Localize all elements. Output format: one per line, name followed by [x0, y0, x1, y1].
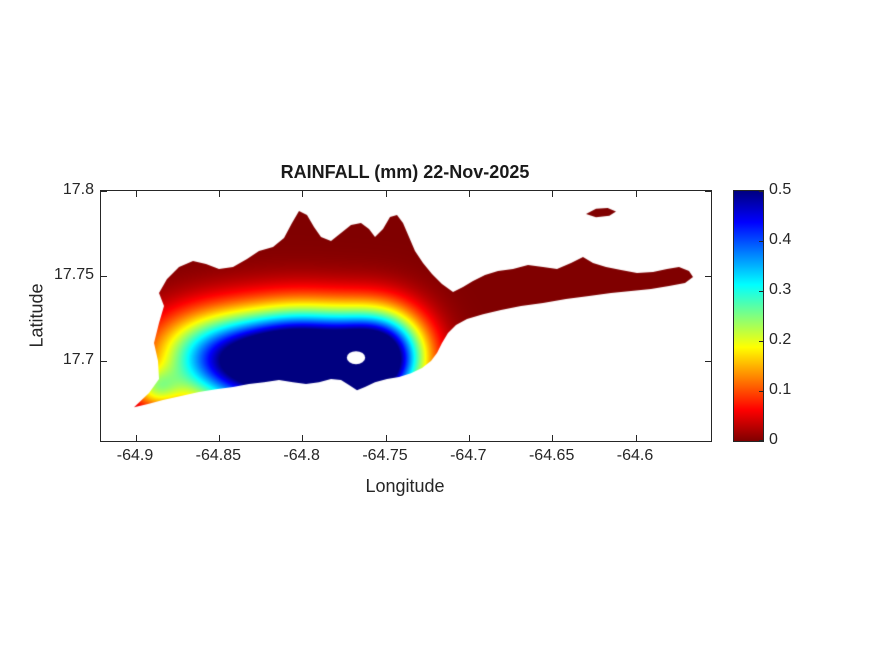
colorbar-tick-label: 0 [769, 431, 778, 448]
colorbar-tick-label: 0.1 [769, 381, 792, 398]
axis-tick-mark [385, 435, 387, 441]
colorbar [733, 190, 764, 442]
axis-tick-mark [302, 191, 304, 197]
chart-title: RAINFALL (mm) 22-Nov-2025 [280, 162, 530, 182]
axis-tick-mark [218, 435, 220, 441]
colorbar-tick-label: 0.2 [769, 331, 792, 348]
axis-tick-mark [759, 340, 763, 342]
x-tick-label: -64.8 [283, 447, 320, 464]
rainfall-map-canvas [101, 191, 711, 441]
colorbar-tick-label: 0.3 [769, 281, 792, 298]
axis-tick-mark [759, 290, 763, 292]
axis-tick-mark [705, 360, 711, 362]
plot-area [100, 190, 712, 442]
axis-tick-mark [101, 191, 107, 192]
axis-tick-mark [385, 191, 387, 197]
axis-tick-mark [101, 360, 107, 362]
y-tick-label: 17.75 [53, 266, 94, 284]
axis-tick-mark [759, 191, 763, 192]
axis-tick-mark [552, 435, 554, 441]
axis-tick-mark [468, 435, 470, 441]
axis-tick-mark [635, 191, 637, 197]
axis-tick-mark [635, 435, 637, 441]
x-tick-label: -64.7 [450, 447, 487, 464]
colorbar-gradient [734, 191, 763, 441]
x-tick-label: -64.9 [116, 447, 154, 464]
axis-tick-mark [468, 191, 470, 197]
y-tick-label: 17.7 [62, 351, 94, 369]
axis-tick-mark [302, 435, 304, 441]
axis-tick-mark [101, 275, 107, 277]
colorbar-tick-label: 0.4 [769, 231, 792, 248]
axis-tick-mark [135, 435, 137, 441]
x-tick-label: -64.75 [362, 447, 408, 464]
x-axis-label: Longitude [365, 476, 445, 496]
x-tick-label: -64.6 [616, 447, 654, 464]
x-tick-label: -64.65 [528, 447, 575, 464]
axis-tick-mark [759, 390, 763, 392]
y-axis-label: Latitude [26, 283, 47, 348]
axis-tick-mark [135, 191, 137, 197]
axis-tick-mark [705, 191, 711, 192]
x-tick-label: -64.85 [195, 447, 242, 464]
axis-tick-mark [552, 191, 554, 197]
colorbar-tick-label: 0.5 [769, 181, 792, 198]
axis-tick-mark [759, 440, 763, 441]
y-tick-label: 17.8 [62, 181, 94, 198]
axis-tick-mark [705, 275, 711, 277]
axis-tick-mark [218, 191, 220, 197]
axis-tick-mark [759, 240, 763, 242]
